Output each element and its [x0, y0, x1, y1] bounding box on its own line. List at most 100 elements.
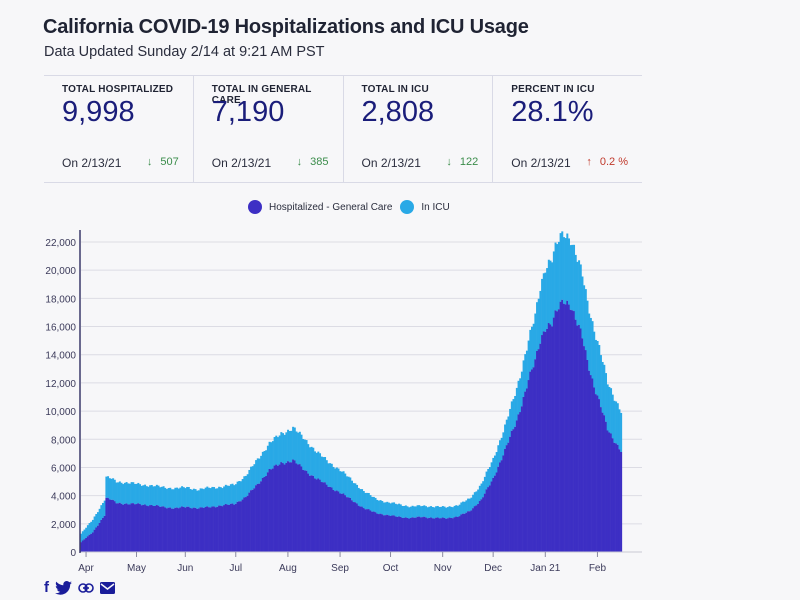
bar-icu [221, 488, 224, 507]
bar-general-care [531, 369, 533, 552]
facebook-icon[interactable]: f [44, 579, 49, 596]
bar-general-care [515, 420, 518, 552]
bar-icu [591, 321, 594, 379]
bar-general-care [605, 421, 607, 552]
bar-general-care [546, 328, 549, 552]
bar-icu [103, 500, 106, 516]
bar-icu [206, 486, 209, 507]
bar-general-care [542, 331, 545, 552]
legend-item-general-care[interactable]: Hospitalized - General Care [248, 200, 392, 214]
bar-general-care [248, 492, 251, 552]
bar-general-care [172, 508, 175, 552]
bar-general-care [497, 466, 500, 552]
bar-icu [467, 498, 470, 512]
stat-date: On 2/13/21 [511, 156, 571, 170]
bar-icu [298, 431, 301, 465]
bar-icu [477, 489, 480, 504]
bar-general-care [302, 469, 305, 552]
legend-item-icu[interactable]: In ICU [400, 200, 450, 214]
bar-general-care [179, 507, 182, 552]
bar-icu [160, 486, 163, 507]
y-tick-label: 12,000 [45, 379, 76, 390]
bar-general-care [364, 509, 367, 552]
bar-general-care [224, 504, 227, 552]
y-axis-ticks: 0 2,000 4,000 6,000 8,000 10,000 12,000 14,000 1… [45, 238, 76, 559]
bar-general-care [149, 505, 152, 552]
bar-general-care [349, 497, 352, 552]
bar-icu [113, 479, 116, 502]
bar-general-care [315, 479, 318, 552]
bar-general-care [399, 516, 402, 552]
bar-icu [137, 482, 140, 504]
bar-general-care [241, 499, 244, 552]
bar-general-care [300, 466, 303, 552]
twitter-icon[interactable] [55, 581, 72, 595]
y-tick-label: 10,000 [45, 407, 76, 418]
bar-icu [524, 354, 527, 392]
bar-general-care [261, 477, 264, 552]
bar-general-care [514, 426, 517, 552]
bar-general-care [324, 482, 327, 552]
bar-icu [462, 501, 465, 514]
bar-general-care [547, 323, 550, 552]
bar-icu [419, 506, 422, 518]
bar-icu [364, 492, 367, 510]
stat-value: 9,998 [62, 96, 135, 128]
bar-general-care [473, 506, 476, 552]
stat-change-value: 122 [459, 156, 479, 168]
bar-icu [293, 427, 296, 461]
bar-icu [433, 507, 436, 519]
bar-general-care [270, 469, 273, 552]
bar-general-care [85, 537, 88, 552]
bar-icu [379, 500, 382, 514]
bar-general-care [391, 515, 394, 552]
bar-icu [139, 484, 142, 504]
link-icon[interactable] [78, 583, 94, 593]
bar-general-care [386, 514, 389, 552]
bar-icu [261, 451, 264, 478]
bar-general-care [317, 478, 320, 552]
bar-icu [347, 476, 350, 498]
bar-general-care [357, 505, 360, 552]
stat-change: ↓ 122 [446, 156, 478, 168]
bar-general-care [446, 518, 449, 552]
bar-general-care [263, 476, 266, 552]
bar-icu [213, 487, 216, 507]
bar-icu [199, 488, 202, 508]
y-tick-label: 16,000 [45, 323, 76, 334]
bar-general-care [374, 512, 377, 552]
bar-icu [406, 506, 409, 518]
bar-icu [268, 441, 271, 470]
bar-icu [282, 433, 285, 464]
email-icon[interactable] [100, 582, 115, 594]
bar-general-care [601, 412, 604, 552]
bar-general-care [537, 349, 540, 552]
bar-general-care [342, 493, 345, 552]
bar-general-care [337, 491, 340, 552]
bar-icu [369, 495, 372, 511]
bar-icu [377, 500, 380, 515]
bar-icu [112, 478, 115, 500]
legend-swatch-general-care [248, 200, 262, 214]
bar-icu [440, 506, 443, 519]
bar-general-care [202, 507, 205, 552]
bar-icu [480, 483, 483, 500]
bar-icu [305, 440, 308, 471]
bar-general-care [428, 517, 431, 552]
bar-general-care [285, 462, 288, 552]
bar-icu [404, 505, 407, 518]
bar-icu [487, 468, 490, 488]
bar-icu [339, 471, 342, 494]
bar-icu [320, 456, 323, 483]
bar-icu [265, 450, 268, 476]
bar-general-care [98, 522, 101, 552]
bar-icu [531, 326, 533, 370]
bar-general-care [369, 510, 372, 552]
bar-general-care [504, 448, 507, 552]
bar-icu [473, 492, 476, 507]
bar-general-care [618, 449, 621, 552]
bar-icu [374, 497, 377, 513]
bar-icu [287, 429, 290, 462]
bar-icu [576, 261, 579, 326]
bar-icu [150, 484, 153, 505]
